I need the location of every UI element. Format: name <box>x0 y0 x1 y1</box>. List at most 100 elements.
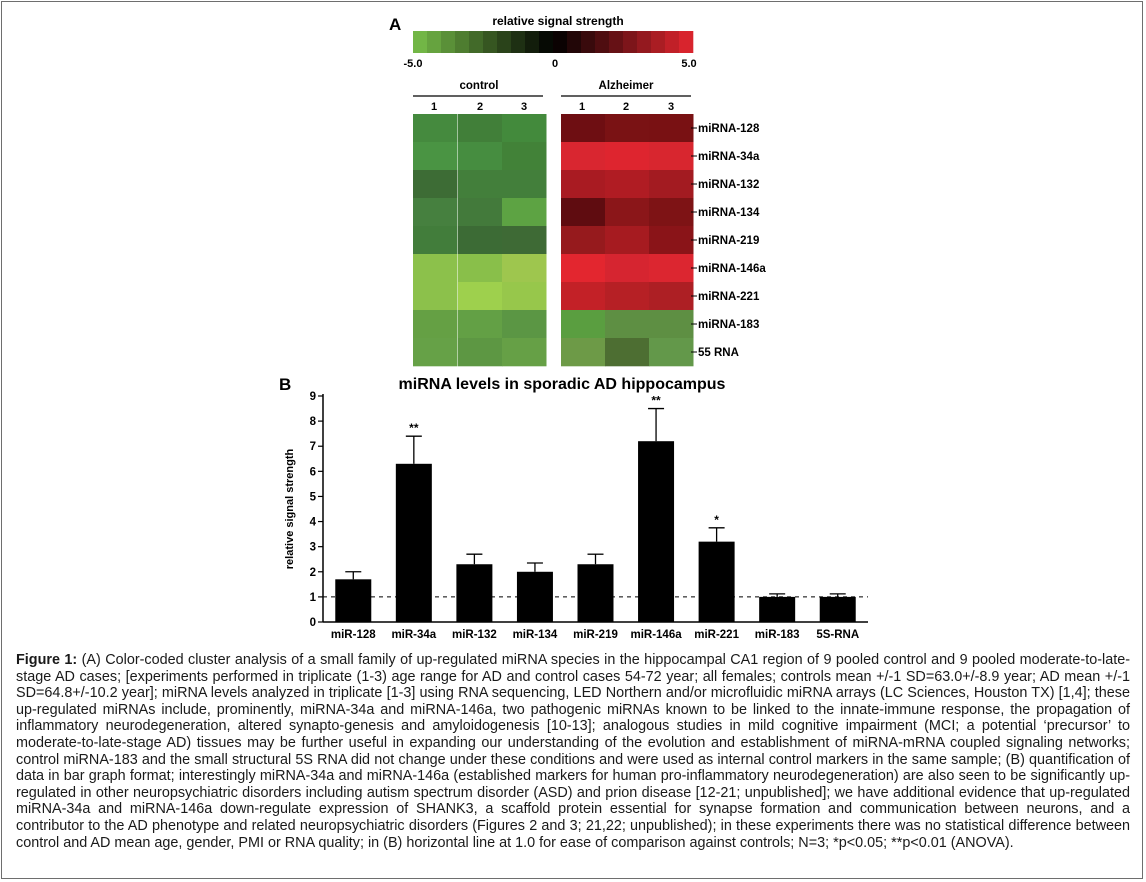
panel-a-label: A <box>389 15 401 34</box>
heatmap-cell <box>561 142 606 171</box>
x-tick-label: miR-134 <box>513 629 558 641</box>
x-tick-label: miR-221 <box>694 629 739 641</box>
row-label: miRNA-128 <box>698 123 760 135</box>
heatmap-cell <box>458 254 503 283</box>
bar <box>395 463 432 622</box>
heatmap-cell <box>458 170 503 199</box>
row-label: 55 RNA <box>698 347 739 359</box>
heatmap-cell <box>649 198 694 227</box>
heatmap-cell <box>561 114 606 143</box>
colorbar-max-label: 5.0 <box>681 58 696 70</box>
figure-1: A relative signal strength -5.0 0 5.0 co… <box>279 14 868 641</box>
y-tick-label: 8 <box>310 416 317 428</box>
colorbar-step <box>455 31 470 53</box>
heatmap-cell <box>649 226 694 255</box>
heatmap-cell <box>502 310 547 339</box>
heatmap-cell <box>458 114 503 143</box>
row-label: miRNA-183 <box>698 319 759 331</box>
colorbar-step <box>525 31 540 53</box>
panel-a-heatmap: A relative signal strength -5.0 0 5.0 co… <box>389 14 766 367</box>
row-label: miRNA-134 <box>698 207 760 219</box>
column-label-ad-2: 2 <box>623 101 629 113</box>
bar <box>638 441 675 622</box>
panel-b-bar-chart: B miRNA levels in sporadic AD hippocampu… <box>279 375 868 641</box>
x-tick-label: miR-34a <box>391 629 436 641</box>
heatmap-cell <box>561 338 606 367</box>
bar <box>698 541 735 622</box>
colorbar-step <box>441 31 456 53</box>
colorbar-step <box>651 31 666 53</box>
y-axis-label: relative signal strength <box>284 449 296 570</box>
heatmap-cell <box>649 114 694 143</box>
heatmap-cell <box>413 170 458 199</box>
heatmap-cell <box>561 310 606 339</box>
y-tick-label: 3 <box>310 542 316 554</box>
heatmap-cell <box>413 198 458 227</box>
heatmap-cell <box>458 338 503 367</box>
caption-text: (A) Color-coded cluster analysis of a sm… <box>16 652 1130 851</box>
bar <box>759 596 796 622</box>
row-label: miRNA-132 <box>698 179 759 191</box>
heatmap-cell <box>458 226 503 255</box>
heatmap-cell <box>649 282 694 311</box>
heatmap-cell <box>502 226 547 255</box>
y-tick-label: 5 <box>310 491 317 503</box>
heatmap-cell <box>605 142 650 171</box>
y-tick-label: 1 <box>310 592 317 604</box>
heatmap-cell <box>561 226 606 255</box>
x-tick-label: 5S-RNA <box>816 629 859 641</box>
group-alzheimer-label: Alzheimer <box>599 80 654 92</box>
colorbar-title: relative signal strength <box>492 14 623 28</box>
bar <box>456 564 493 622</box>
heatmap-cell <box>458 282 503 311</box>
bar <box>577 564 614 622</box>
heatmap-cell <box>502 142 547 171</box>
heatmap-cell <box>458 310 503 339</box>
caption-label: Figure 1: <box>16 652 78 668</box>
significance-marker: ** <box>651 394 661 408</box>
colorbar-step <box>483 31 498 53</box>
y-tick-label: 4 <box>310 517 317 529</box>
colorbar-step <box>553 31 568 53</box>
heatmap-cell <box>458 198 503 227</box>
y-tick-label: 0 <box>310 617 316 629</box>
colorbar-step <box>581 31 596 53</box>
heatmap-cell <box>413 142 458 171</box>
heatmap-cell <box>605 254 650 283</box>
bar <box>819 596 856 622</box>
colorbar-step <box>595 31 610 53</box>
heatmap-cell <box>561 170 606 199</box>
colorbar-step <box>511 31 526 53</box>
figure-caption: Figure 1: (A) Color-coded cluster analys… <box>16 652 1130 851</box>
heatmap-cell <box>649 142 694 171</box>
heatmap-cell <box>605 282 650 311</box>
colorbar-min-label: -5.0 <box>404 58 423 70</box>
column-label-ad-1: 1 <box>579 101 585 113</box>
x-tick-label: miR-128 <box>331 629 376 641</box>
heatmap-cell <box>413 338 458 367</box>
heatmap-cell <box>605 338 650 367</box>
colorbar-step <box>679 31 694 53</box>
colorbar-step <box>567 31 582 53</box>
colorbar-steps <box>413 31 694 53</box>
colorbar-step <box>609 31 624 53</box>
x-tick-label: miR-219 <box>573 629 618 641</box>
column-label-ad-3: 3 <box>668 101 674 113</box>
heatmap-cell <box>502 338 547 367</box>
heatmap-cell <box>561 254 606 283</box>
group-control-label: control <box>460 80 499 92</box>
heatmap-row-labels: miRNA-128 miRNA-34a miRNA-132 miRNA-134 miRN… <box>691 123 766 359</box>
heatmap-cell <box>502 170 547 199</box>
column-label-control-3: 3 <box>521 101 527 113</box>
heatmap-cell <box>649 338 694 367</box>
colorbar-step <box>539 31 554 53</box>
heatmap-cell <box>649 310 694 339</box>
panel-b-label: B <box>279 375 291 394</box>
row-label: miRNA-146a <box>698 263 766 275</box>
heatmap-cell <box>502 114 547 143</box>
heatmap-cell <box>605 114 650 143</box>
heatmap-cell <box>605 170 650 199</box>
heatmap-cell <box>561 282 606 311</box>
heatmap-cell <box>605 226 650 255</box>
